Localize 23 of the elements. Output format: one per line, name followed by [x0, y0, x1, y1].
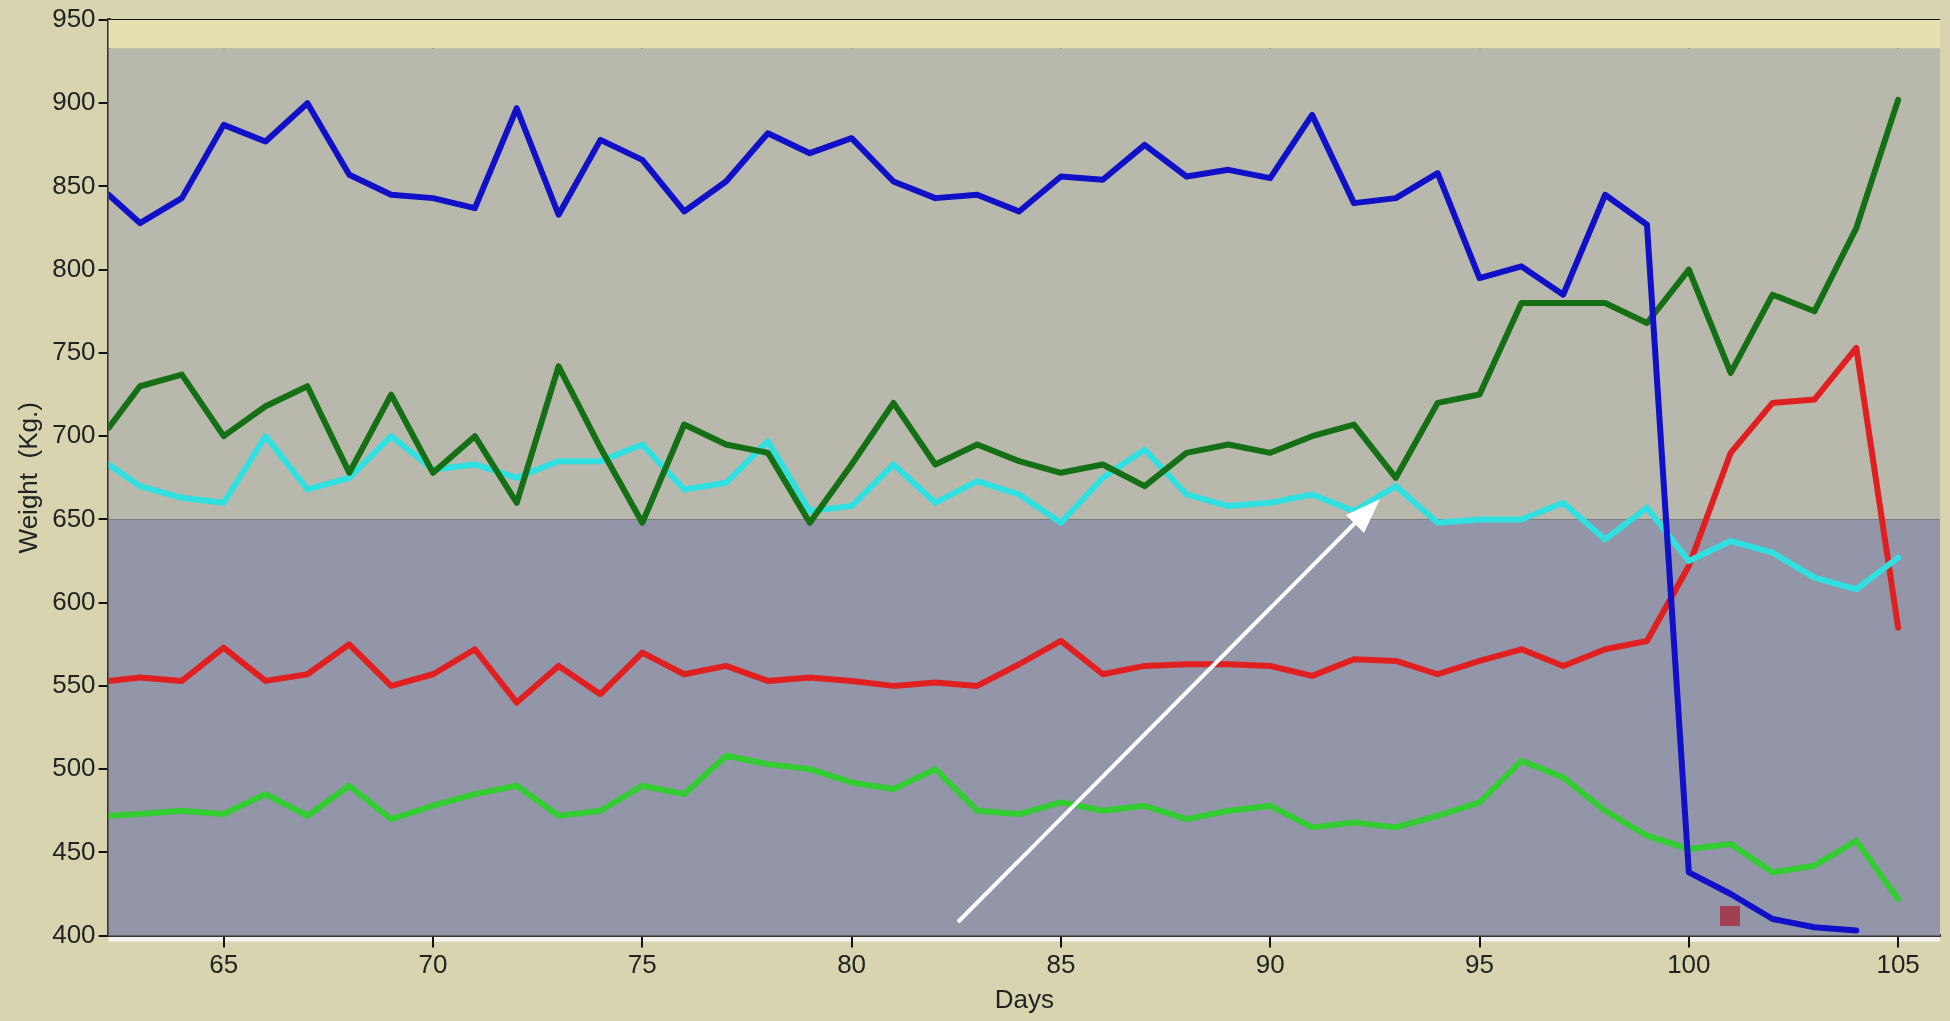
y-tick-label: 850	[52, 169, 96, 200]
y-tick-label: 900	[52, 86, 96, 117]
y-tick-label: 750	[52, 336, 96, 367]
x-tick-label: 80	[837, 949, 867, 980]
x-tick-label: 95	[1465, 949, 1494, 980]
y-tick-label: 650	[52, 502, 96, 533]
x-axis-title: Days	[994, 983, 1054, 1014]
y-tick-label: 600	[52, 585, 96, 616]
x-tick-label: 105	[1876, 949, 1920, 980]
y-tick-label: 550	[52, 669, 96, 700]
x-tick-label: 85	[1046, 949, 1076, 980]
x-tick-label: 65	[209, 949, 239, 980]
y-tick-label: 800	[52, 252, 96, 283]
y-axis-title: Weight (Kg.)	[12, 402, 43, 554]
y-tick-label: 500	[52, 752, 96, 783]
x-tick-label: 70	[418, 949, 448, 980]
y-tick-label: 400	[52, 918, 96, 949]
x-tick-label: 100	[1667, 949, 1711, 980]
y-tick-label: 450	[52, 835, 96, 866]
x-tick-label: 90	[1255, 949, 1285, 980]
y-tick-label: 700	[52, 419, 96, 450]
y-tick-label: 950	[52, 3, 96, 34]
x-tick-label: 75	[627, 949, 657, 980]
